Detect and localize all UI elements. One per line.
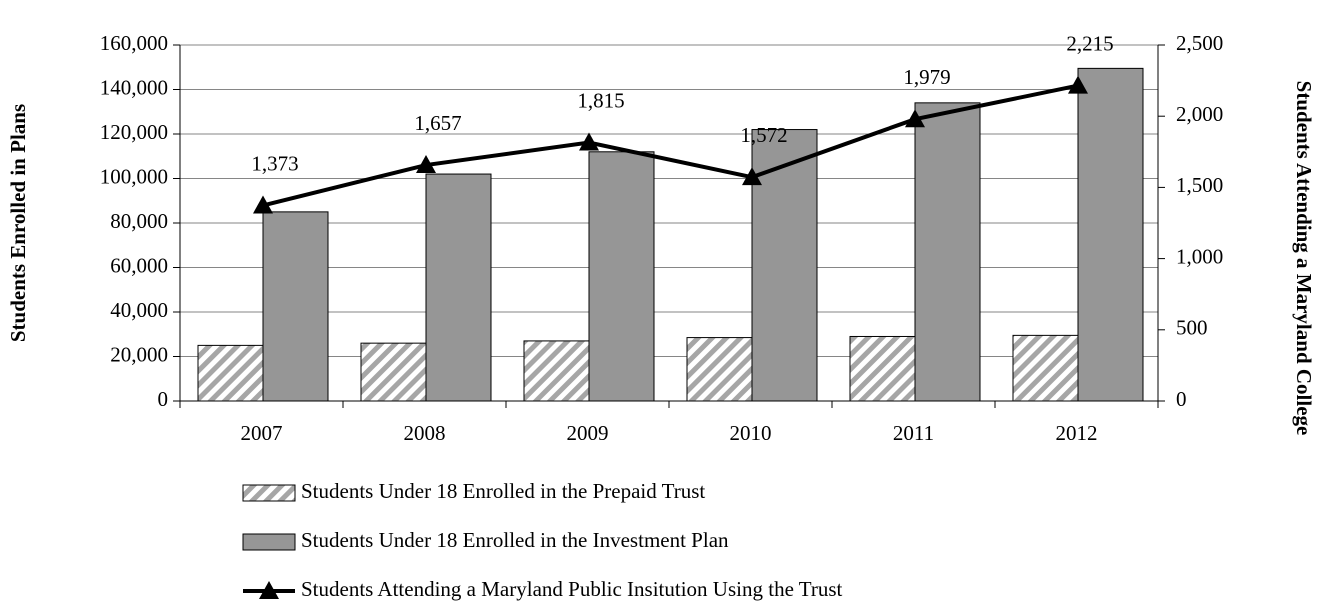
x-tick-label: 2009 <box>567 421 609 445</box>
legend-marker <box>259 581 279 599</box>
bar <box>197 344 264 402</box>
y-tick-label: 40,000 <box>110 298 168 322</box>
line-marker <box>253 195 273 214</box>
y2-tick-label: 1,500 <box>1176 173 1223 197</box>
line-marker <box>905 109 925 128</box>
legend-label: Students Attending a Maryland Public Ins… <box>301 577 843 601</box>
bar <box>686 337 753 402</box>
bar <box>262 211 329 402</box>
x-tick-label: 2010 <box>730 421 772 445</box>
bar <box>523 340 590 402</box>
y-tick-label: 120,000 <box>100 120 168 144</box>
bar <box>914 102 981 402</box>
data-label: 2,215 <box>1066 31 1113 55</box>
legend-label: Students Under 18 Enrolled in the Prepai… <box>301 479 705 503</box>
bar <box>751 129 818 402</box>
data-label: 1,815 <box>577 88 624 112</box>
y-tick-label: 20,000 <box>110 342 168 366</box>
data-label: 1,657 <box>414 111 461 135</box>
line-marker <box>579 132 599 151</box>
x-tick-label: 2012 <box>1056 421 1098 445</box>
bar <box>360 342 427 402</box>
y-tick-label: 140,000 <box>100 75 168 99</box>
legend-swatch <box>242 533 296 551</box>
y-tick-label: 0 <box>158 387 169 411</box>
bar <box>1012 334 1079 402</box>
line <box>262 83 1079 208</box>
data-label: 1,373 <box>251 151 298 175</box>
line-marker <box>742 167 762 186</box>
y2-tick-label: 1,000 <box>1176 244 1223 268</box>
bar <box>425 173 492 402</box>
data-label: 1,979 <box>903 65 950 89</box>
y-tick-label: 160,000 <box>100 31 168 55</box>
bar <box>1077 67 1144 402</box>
x-tick-label: 2011 <box>893 421 934 445</box>
bar <box>849 335 916 402</box>
x-tick-label: 2007 <box>241 421 283 445</box>
y-tick-label: 60,000 <box>110 253 168 277</box>
line-marker <box>1068 75 1088 94</box>
x-tick-label: 2008 <box>404 421 446 445</box>
legend-swatch <box>242 484 296 502</box>
y2-axis-title: Students Attending a Maryland College <box>1292 81 1316 436</box>
y-axis-title: Students Enrolled in Plans <box>6 104 30 342</box>
bar <box>588 151 655 402</box>
y-tick-label: 100,000 <box>100 164 168 188</box>
y2-tick-label: 2,500 <box>1176 31 1223 55</box>
y2-tick-label: 0 <box>1176 387 1187 411</box>
y2-tick-label: 2,000 <box>1176 102 1223 126</box>
legend-label: Students Under 18 Enrolled in the Invest… <box>301 528 729 552</box>
y-tick-label: 80,000 <box>110 209 168 233</box>
y2-tick-label: 500 <box>1176 316 1208 340</box>
line-marker <box>416 155 436 174</box>
data-label: 1,572 <box>740 123 787 147</box>
